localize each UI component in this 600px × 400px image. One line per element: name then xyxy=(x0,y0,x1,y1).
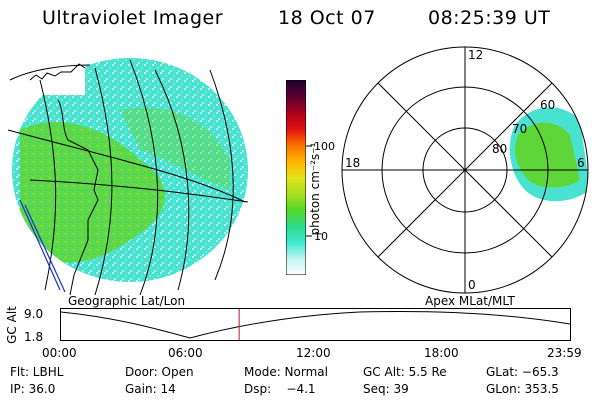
mlat-label-60: 60 xyxy=(540,98,555,112)
mlat-label-70: 70 xyxy=(512,122,527,136)
altitude-ytick-min: 1.8 xyxy=(24,330,44,344)
colorbar-gradient xyxy=(285,79,307,276)
info-gain: Gain: 14 xyxy=(125,382,176,396)
polar-grid xyxy=(341,46,589,294)
mlt-label-0: 0 xyxy=(468,278,476,292)
mlat-label-80: 80 xyxy=(492,142,507,156)
altitude-curve xyxy=(60,311,571,339)
info-flt: Flt: LBHL xyxy=(10,365,64,379)
info-door: Door: Open xyxy=(125,365,194,379)
colorbar-axis: 100 10 xyxy=(306,140,335,243)
colorbar-tick-100: 100 xyxy=(314,140,335,153)
info-glon: GLon: 353.5 xyxy=(486,382,559,396)
info-seq: Seq: 39 xyxy=(363,382,409,396)
altitude-xtick-0: 00:00 xyxy=(42,346,77,360)
colorbar xyxy=(285,79,307,276)
altitude-xtick-2: 12:00 xyxy=(296,346,331,360)
altitude-xtick-4: 23:59 xyxy=(547,346,582,360)
altitude-xtick-1: 06:00 xyxy=(168,346,203,360)
altitude-ytick-max: 9.0 xyxy=(24,307,44,321)
geo-panel-caption: Geographic Lat/Lon xyxy=(68,294,186,308)
altitude-plot xyxy=(60,308,571,341)
info-ip: IP: 36.0 xyxy=(10,382,56,396)
altitude-ylabel: GC Alt xyxy=(5,306,19,344)
observation-date: 18 Oct 07 xyxy=(278,7,376,29)
polar-panel-caption: Apex MLat/MLT xyxy=(425,294,515,308)
info-glat: GLat: −65.3 xyxy=(486,365,559,379)
colorbar-unit-label: photon cm⁻²s⁻¹ xyxy=(308,142,322,236)
colorbar-tick-10: 10 xyxy=(314,230,328,243)
altitude-xtick-3: 18:00 xyxy=(424,346,459,360)
info-mode: Mode: Normal xyxy=(244,365,328,379)
mlt-label-6: 6 xyxy=(577,156,585,170)
uv-intensity-disk xyxy=(12,58,248,282)
info-gcalt: GC Alt: 5.5 Re xyxy=(363,365,447,379)
instrument-title: Ultraviolet Imager xyxy=(42,7,224,29)
polar-mlat-mlt-panel: 12 18 6 0 60 70 80 xyxy=(341,46,589,294)
mlt-label-18: 18 xyxy=(345,156,360,170)
geographic-image-panel xyxy=(0,40,249,295)
info-dsp: Dsp: −4.1 xyxy=(244,382,316,396)
mlt-label-12: 12 xyxy=(468,48,483,62)
observation-time: 08:25:39 UT xyxy=(428,7,551,29)
coastline xyxy=(29,63,99,295)
